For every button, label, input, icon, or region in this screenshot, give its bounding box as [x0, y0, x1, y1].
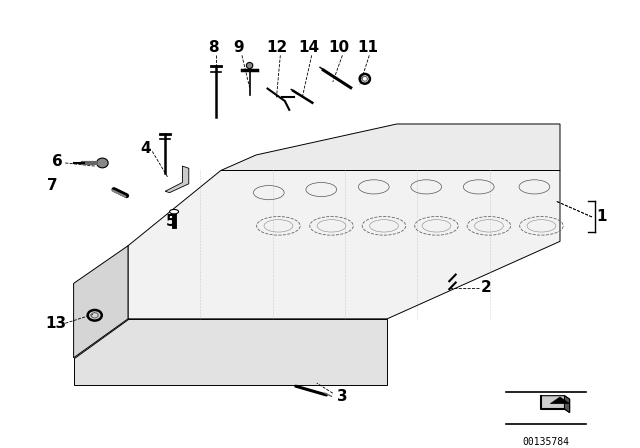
Text: 11: 11 — [358, 40, 378, 55]
Ellipse shape — [170, 210, 179, 214]
Text: 8: 8 — [208, 40, 218, 55]
Polygon shape — [165, 166, 189, 193]
Text: 10: 10 — [328, 40, 350, 55]
Polygon shape — [221, 124, 560, 171]
Text: 14: 14 — [298, 40, 319, 55]
Polygon shape — [128, 171, 560, 319]
Polygon shape — [541, 396, 570, 413]
Text: 00135784: 00135784 — [522, 437, 569, 447]
Text: 2: 2 — [481, 280, 492, 295]
Text: 9: 9 — [234, 40, 244, 55]
Polygon shape — [74, 246, 128, 358]
Text: 12: 12 — [266, 40, 288, 55]
Ellipse shape — [246, 62, 253, 69]
Text: 13: 13 — [45, 316, 67, 331]
Text: 1: 1 — [596, 210, 607, 224]
Text: 6: 6 — [52, 154, 63, 169]
Text: 4: 4 — [141, 141, 151, 156]
Ellipse shape — [97, 158, 108, 168]
Polygon shape — [550, 397, 570, 404]
Text: 5: 5 — [166, 214, 177, 229]
Polygon shape — [74, 319, 387, 385]
Text: 3: 3 — [337, 389, 348, 404]
Polygon shape — [564, 396, 570, 413]
Text: 7: 7 — [47, 178, 58, 194]
